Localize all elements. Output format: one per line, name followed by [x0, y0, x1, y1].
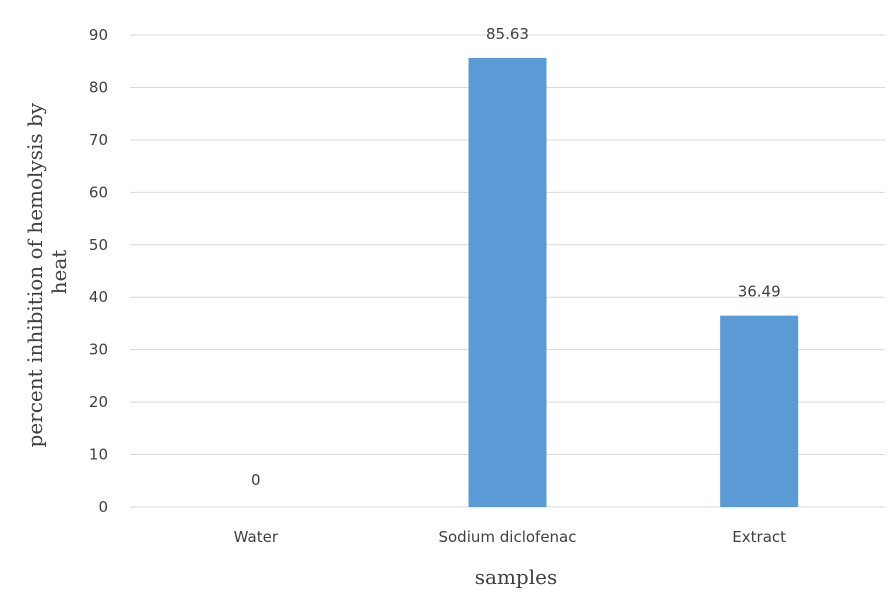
y-tick-label: 20 — [89, 393, 108, 411]
y-tick-label: 0 — [98, 498, 108, 516]
category-label: Water — [234, 528, 279, 546]
y-axis-title-line-2: heat — [47, 250, 71, 295]
bar — [720, 315, 799, 507]
y-tick-label: 30 — [89, 341, 108, 359]
x-axis-title: samples — [475, 565, 557, 589]
category-labels: Water Sodium diclofenac Extract — [234, 528, 786, 546]
y-axis-title-line-1: percent inhibition of hemolysis by — [23, 102, 47, 447]
category-label: Sodium diclofenac — [438, 528, 576, 546]
category-label: Extract — [732, 528, 786, 546]
bar — [468, 57, 547, 508]
data-label: 85.63 — [486, 25, 529, 43]
y-tick-label: 40 — [89, 288, 108, 306]
y-tick-label: 60 — [89, 183, 108, 201]
y-tick-label: 10 — [89, 446, 108, 464]
y-tick-label: 50 — [89, 236, 108, 254]
y-axis-title: percent inhibition of hemolysis by heat — [23, 97, 71, 448]
data-label: 36.49 — [738, 283, 781, 301]
data-label: 0 — [251, 471, 261, 489]
y-tick-labels: 0 10 20 30 40 50 60 70 80 90 — [89, 26, 108, 516]
bars — [468, 57, 799, 508]
data-labels: 0 85.63 36.49 — [251, 25, 781, 489]
y-tick-label: 70 — [89, 131, 108, 149]
y-tick-label: 90 — [89, 26, 108, 44]
y-tick-label: 80 — [89, 78, 108, 96]
